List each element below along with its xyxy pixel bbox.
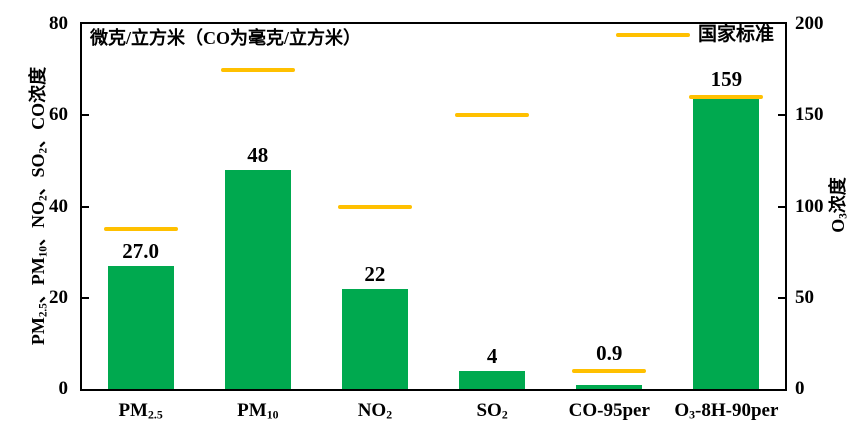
left-y-tick-20: 20 [49,286,68,308]
bar-5 [576,384,643,389]
right-y-tick-50: 50 [795,286,814,308]
x-tick-label-2: PM10 [237,400,279,422]
value-label-1: 27.0 [122,238,159,263]
left-tick-mark-60 [82,114,89,117]
unit-annotation: 微克/立方米（CO为毫克/立方米） [90,28,362,48]
standard-line-4 [455,113,530,118]
bar-3 [341,288,408,389]
right-tick-mark-100 [778,205,785,208]
x-tick-label-6: O3-8H-90per [674,400,779,422]
value-label-4: 4 [486,343,498,368]
standard-line-1 [103,227,178,232]
bar-1 [107,265,174,389]
right-y-tick-200: 200 [795,13,824,34]
value-label-3: 22 [364,261,386,286]
right-y-tick-0: 0 [795,378,805,399]
right-tick-mark-150 [778,114,785,117]
legend-label: 国家标准 [698,24,775,45]
left-y-tick-80: 80 [49,13,68,34]
value-label-2: 48 [247,143,269,167]
left-y-tick-40: 40 [49,195,68,217]
bar-4 [459,370,526,389]
right-y-tick-150: 150 [795,104,824,126]
x-tick-label-5: CO-95per [568,400,650,421]
standard-line-6 [689,95,764,99]
right-y-tick-100: 100 [795,195,824,217]
left-tick-mark-20 [82,296,89,299]
standard-line-2 [220,67,295,72]
left-tick-mark-40 [82,205,89,208]
left-y-tick-0: 0 [58,378,69,399]
bar-2 [224,170,291,389]
left-y-tick-60: 60 [49,104,68,126]
standard-line-5 [572,368,647,373]
standard-line-3 [337,204,412,209]
x-tick-label-1: PM2.5 [118,400,163,422]
plot-area: 微克/立方米（CO为毫克/立方米） 国家标准 27.0 48 22 4 0.9 159 [80,22,787,391]
right-tick-mark-50 [778,296,785,299]
bar-6 [693,98,760,389]
legend-line-swatch [616,33,690,37]
x-tick-label-4: SO2 [476,400,508,422]
value-label-5: 0.9 [596,340,623,365]
x-tick-label-3: NO2 [357,400,393,422]
value-label-6: 159 [710,67,743,91]
